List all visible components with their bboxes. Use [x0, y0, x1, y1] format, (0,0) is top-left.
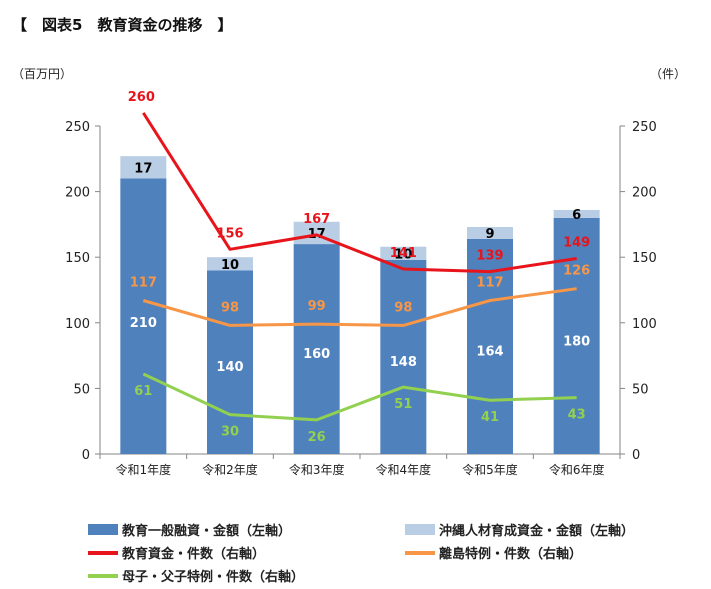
right-tick-label: 150: [632, 251, 657, 266]
line-education-label: 260: [128, 90, 155, 105]
bar-general-loan: [380, 259, 427, 454]
line-education-label: 156: [216, 226, 243, 241]
bar-general-loan: [207, 270, 253, 454]
bar-general-loan-label: 140: [216, 360, 243, 375]
right-axis-unit: （件）: [650, 67, 686, 81]
line-remote-island: [142, 287, 577, 327]
right-tick-label: 50: [632, 382, 649, 397]
bar-general-loan-label: 164: [476, 345, 503, 360]
line-single-parent-label: 43: [568, 408, 586, 423]
line-single-parent: [142, 372, 577, 422]
legend-label: 離島特例・件数（右軸）: [439, 546, 582, 562]
bar-general-loan-label: 160: [303, 347, 330, 362]
left-tick-label: 0: [82, 448, 90, 463]
bar-general-loan: [120, 178, 167, 455]
left-tick-label: 50: [73, 382, 90, 397]
legend-label: 沖縄人材育成資金・金額（左軸）: [439, 523, 634, 539]
line-remote-island-label: 126: [563, 264, 590, 279]
legend-label: 教育資金・件数（右軸）: [121, 546, 265, 562]
line-remote-island-label: 98: [221, 300, 239, 315]
line-education-label: 139: [476, 249, 503, 264]
category-label: 令和3年度: [289, 462, 345, 477]
bar-okinawa: [120, 156, 167, 179]
right-tick-label: 100: [632, 317, 657, 332]
bar-okinawa: [380, 246, 427, 260]
left-tick-label: 200: [65, 186, 90, 201]
legend-label: 母子・父子特例・件数（右軸）: [122, 569, 304, 585]
bar-okinawa: [467, 227, 513, 239]
bar-okinawa: [553, 209, 600, 218]
bar-okinawa-label: 9: [485, 227, 494, 242]
bar-okinawa-label: 6: [572, 208, 581, 223]
line-education: [142, 112, 577, 274]
line-education-label: 149: [563, 236, 590, 251]
bar-general-loan: [553, 217, 600, 454]
bar-okinawa-label: 10: [221, 258, 239, 273]
line-single-parent-label: 30: [221, 425, 239, 440]
line-education-label: 141: [390, 246, 417, 261]
left-tick-label: 100: [65, 317, 90, 332]
category-label: 令和1年度: [116, 462, 172, 477]
bar-general-loan-label: 180: [563, 335, 590, 350]
bar-okinawa-label: 17: [134, 161, 152, 176]
line-single-parent-label: 51: [394, 397, 412, 412]
line-remote-island-label: 98: [394, 300, 412, 315]
line-single-parent-label: 41: [481, 410, 499, 425]
line-remote-island-label: 99: [308, 299, 326, 314]
right-tick-label: 0: [632, 448, 640, 463]
bar-general-loan-label: 210: [130, 316, 157, 331]
line-single-parent-label: 61: [134, 384, 152, 399]
bar-okinawa-label: 10: [394, 247, 412, 262]
bar-general-loan-label: 148: [390, 355, 417, 370]
category-label: 令和4年度: [376, 462, 432, 477]
line-single-parent-label: 26: [308, 430, 326, 445]
legend-label: 教育一般融資・金額（左軸）: [121, 523, 291, 539]
category-label: 令和6年度: [549, 462, 605, 477]
right-tick-label: 250: [632, 120, 657, 135]
bar-general-loan: [467, 238, 513, 454]
legend-swatch: [405, 524, 435, 535]
category-label: 令和5年度: [462, 462, 518, 477]
left-tick-label: 250: [65, 120, 90, 135]
bar-okinawa: [207, 257, 253, 271]
legend-swatch: [88, 524, 118, 535]
left-axis-unit: （百万円）: [12, 67, 72, 81]
left-tick-label: 150: [65, 251, 90, 266]
line-education-label: 167: [303, 212, 330, 227]
line-remote-island-label: 117: [476, 275, 503, 290]
category-label: 令和2年度: [202, 462, 258, 477]
chart-title: 【 図表5 教育資金の推移 】: [12, 16, 233, 34]
right-tick-label: 200: [632, 186, 657, 201]
line-remote-island-label: 117: [130, 275, 157, 290]
